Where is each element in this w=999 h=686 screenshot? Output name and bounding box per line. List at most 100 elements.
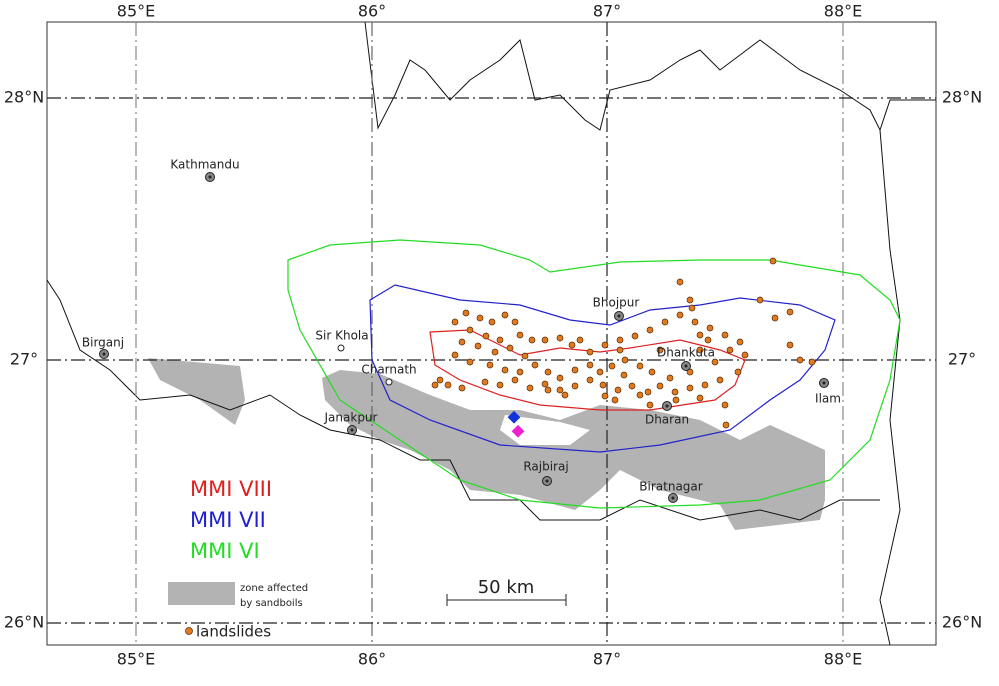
landslide-dot xyxy=(466,326,474,334)
landslide-dot xyxy=(506,344,514,352)
place-label: Rajbiraj xyxy=(523,460,568,474)
landslide-dot xyxy=(608,362,616,370)
landslide-dot xyxy=(496,336,504,344)
isoseismals xyxy=(287,239,901,509)
landslide-dot xyxy=(620,371,628,379)
landslide-dot xyxy=(621,356,629,364)
landslide-dot xyxy=(528,336,536,344)
landslide-dot xyxy=(444,381,452,389)
graticule xyxy=(47,22,936,645)
place-marker-center xyxy=(208,175,212,179)
landslide-dot xyxy=(544,386,552,394)
landslide-dot xyxy=(711,358,719,366)
landslide-dot xyxy=(614,386,622,394)
mmi-viii-contour xyxy=(429,329,746,411)
landslide-dot xyxy=(486,361,494,369)
landslide-dot xyxy=(556,334,564,342)
landslide-dot xyxy=(601,392,609,400)
landslide-dot xyxy=(571,366,579,374)
place-marker-center xyxy=(684,364,688,368)
landslide-dot xyxy=(686,296,694,304)
landslide-dot xyxy=(501,311,509,319)
landslide-dot xyxy=(701,381,709,389)
border-line xyxy=(879,129,901,646)
landslide-dot xyxy=(648,368,656,376)
landslide-dot xyxy=(586,376,594,384)
landslides xyxy=(431,257,816,429)
landslide-dot xyxy=(596,368,604,376)
sandboil-gap xyxy=(500,415,590,445)
landslide-dot xyxy=(786,308,794,316)
landslide-dot xyxy=(688,304,696,312)
landslide-dot xyxy=(741,351,749,359)
landslide-dot xyxy=(646,326,654,334)
legend-text: by sandboils xyxy=(240,598,303,609)
landslide-dot xyxy=(488,318,496,326)
landslide-dot xyxy=(516,368,524,376)
landslide-dot xyxy=(511,376,519,384)
landslide-dot xyxy=(586,361,594,369)
landslide-dot xyxy=(644,388,652,396)
place-marker xyxy=(385,378,393,386)
landslide-dot xyxy=(721,331,729,339)
landslide-dot xyxy=(636,362,644,370)
landslide-dot xyxy=(616,336,624,344)
landslide-dot xyxy=(796,356,804,364)
place-marker-center xyxy=(102,352,106,356)
landslide-dot xyxy=(628,382,636,390)
legend-mmi: MMI VI xyxy=(190,539,260,563)
right-label: 26°N xyxy=(942,613,982,632)
landslide-dot xyxy=(481,378,489,386)
landslide-dot xyxy=(666,374,674,382)
top-label: 86° xyxy=(358,2,386,21)
left-label: 28°N xyxy=(4,88,44,107)
sandboil-zone xyxy=(148,358,245,425)
landslide-dot xyxy=(601,341,609,349)
place-label: Dharan xyxy=(645,413,689,427)
place-label: Janakpur xyxy=(324,411,378,425)
landslide-dot xyxy=(706,324,714,332)
landslide-dot xyxy=(541,380,549,388)
landslide-dot xyxy=(696,331,704,339)
landslide-dot xyxy=(451,318,459,326)
place-marker-center xyxy=(545,479,549,483)
place-label: Charnath xyxy=(361,363,416,377)
legend-mmi: MMI VII xyxy=(190,508,266,532)
landslide-dot xyxy=(501,366,509,374)
bottom-label: 87° xyxy=(593,650,621,669)
landslide-dot xyxy=(556,374,564,382)
landslide-dot xyxy=(531,361,539,369)
landslide-dot xyxy=(704,336,712,344)
landslide-dot xyxy=(462,309,470,317)
landslide-dot xyxy=(599,381,607,389)
place-label: Dhankuta xyxy=(657,346,715,360)
landslide-dot xyxy=(716,376,724,384)
landslide-dot xyxy=(736,338,744,346)
landslide-dot xyxy=(521,352,529,360)
left-label: 26°N xyxy=(4,613,44,632)
landslide-dot xyxy=(458,338,466,346)
landslide-dot xyxy=(769,257,777,265)
landslide-dot xyxy=(466,358,474,366)
place-marker-center xyxy=(822,381,826,385)
landslide-dot xyxy=(656,382,664,390)
landslide-dot xyxy=(636,391,644,399)
landslide-dot xyxy=(482,332,490,340)
right-label: 28°N xyxy=(942,88,982,107)
legend-sandboil-swatch xyxy=(168,582,235,605)
place-marker-center xyxy=(665,404,669,408)
landslide-dot xyxy=(672,396,680,404)
landslide-dot xyxy=(646,401,654,409)
landslide-dot xyxy=(451,351,459,359)
landslide-dot xyxy=(696,394,704,402)
legend-text: zone affected xyxy=(240,583,308,594)
landslide-dot xyxy=(526,384,534,392)
landslide-dot xyxy=(556,386,564,394)
top-label: 85°E xyxy=(117,2,155,21)
landslide-dot xyxy=(721,401,729,409)
mmi-vi-contour xyxy=(287,239,901,509)
landslide-dot xyxy=(676,311,684,319)
border-line xyxy=(46,279,880,521)
